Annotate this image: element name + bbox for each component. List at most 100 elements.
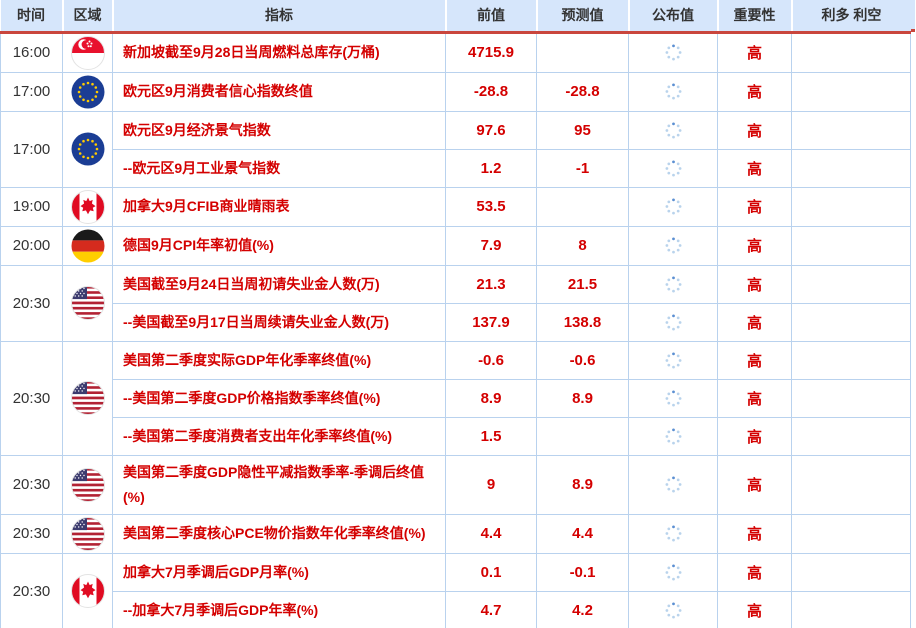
importance-badge: 高 (717, 264, 792, 304)
published-value (628, 31, 718, 73)
indicator-link[interactable]: 美国第二季度GDP隐性平减指数季率-季调后终值(%) (123, 463, 424, 505)
effect-cell (791, 590, 911, 628)
canada-flag-icon (70, 574, 105, 608)
region-cell (62, 225, 113, 266)
indicator-link[interactable]: 美国第二季度实际GDP年化季率终值(%) (123, 351, 372, 368)
time-cell: 20:30 (0, 340, 63, 456)
forecast-value: 8.9 (536, 378, 629, 418)
column-header-previous: 前值 (445, 0, 538, 34)
loading-spinner-icon (665, 160, 681, 176)
effect-cell (791, 186, 911, 227)
loading-spinner-icon (665, 476, 681, 493)
effect-cell (791, 513, 911, 554)
published-value (628, 454, 718, 515)
table-row: --美国第二季度GDP价格指数季率终值(%) 8.9 8.9 高 (1, 378, 911, 418)
loading-spinner-icon (665, 564, 681, 580)
indicator-cell: 美国第二季度GDP隐性平减指数季率-季调后终值(%) (112, 454, 446, 515)
region-cell (62, 264, 113, 342)
region-cell (62, 454, 113, 515)
published-value (628, 71, 718, 112)
indicator-link[interactable]: 欧元区9月消费者信心指数终值 (123, 83, 313, 99)
forecast-value: -0.1 (536, 552, 629, 592)
previous-value: 8.9 (445, 378, 537, 418)
indicator-link[interactable]: 欧元区9月经济景气指数 (123, 121, 271, 138)
indicator-cell: --美国截至9月17日当周续请失业金人数(万) (112, 302, 446, 342)
published-value (628, 416, 718, 456)
indicator-link[interactable]: 加拿大7月季调后GDP月率(%) (123, 563, 309, 580)
column-header-forecast: 预测值 (536, 0, 630, 34)
indicator-link[interactable]: 加拿大9月CFIB商业晴雨表 (123, 198, 290, 214)
table-row: --欧元区9月工业景气指数 1.2 -1 高 (1, 148, 911, 188)
loading-spinner-icon (665, 390, 681, 406)
usa-flag-icon (70, 286, 105, 320)
region-cell (62, 71, 113, 112)
indicator-link[interactable]: --美国截至9月17日当周续请失业金人数(万) (123, 313, 390, 330)
importance-badge: 高 (717, 513, 792, 554)
loading-spinner-icon (665, 276, 681, 292)
table-header: 时间 区域 指标 前值 预测值 公布值 重要性 利多 利空 (0, 0, 911, 34)
indicator-link[interactable]: 新加坡截至9月28日当周燃料总库存(万桶) (123, 44, 380, 60)
effect-cell (791, 264, 911, 304)
importance-badge: 高 (717, 552, 792, 592)
indicator-cell: --加拿大7月季调后GDP年率(%) (112, 590, 446, 628)
loading-spinner-icon (665, 352, 681, 368)
indicator-cell: 欧元区9月消费者信心指数终值 (112, 71, 446, 112)
time-cell: 20:30 (0, 454, 63, 515)
effect-cell (791, 552, 911, 592)
time-cell: 19:00 (0, 186, 63, 227)
table-row: --美国截至9月17日当周续请失业金人数(万) 137.9 138.8 高 (1, 302, 911, 342)
previous-value: 1.2 (445, 148, 537, 188)
time-cell: 20:30 (0, 552, 63, 628)
table-row: 19:00 加拿大9月CFIB商业晴雨表 53.5 高 (0, 186, 911, 227)
importance-badge: 高 (717, 186, 792, 227)
indicator-link[interactable]: --美国第二季度GDP价格指数季率终值(%) (123, 389, 381, 406)
effect-cell (791, 148, 911, 188)
table-row: 20:30 美国第二季度核心PCE物价指数年化季率终值(%) 4.4 4.4 (0, 513, 911, 554)
table-edge-sliver (911, 0, 915, 32)
loading-spinner-icon (665, 602, 681, 618)
effect-cell (791, 110, 911, 150)
indicator-cell: 欧元区9月经济景气指数 (112, 110, 446, 150)
indicator-cell: --美国第二季度GDP价格指数季率终值(%) (112, 378, 446, 418)
loading-spinner-icon (665, 525, 681, 542)
effect-cell (791, 416, 911, 456)
effect-cell (791, 302, 911, 342)
indicator-link[interactable]: --加拿大7月季调后GDP年率(%) (123, 601, 319, 618)
importance-badge: 高 (717, 590, 792, 628)
effect-cell (791, 378, 911, 418)
table-row: 17:00 欧元区9月经济景气指数 97.6 95 高 (0, 110, 911, 188)
time-cell: 20:30 (0, 513, 63, 554)
table-row: 20:00 德国9月CPI年率初值(%) 7.9 8 高 (0, 225, 911, 266)
published-value (628, 378, 718, 418)
published-value (628, 148, 718, 188)
indicator-link[interactable]: --美国第二季度消费者支出年化季率终值(%) (123, 427, 393, 444)
importance-badge: 高 (717, 340, 792, 380)
time-cell: 16:00 (0, 31, 63, 73)
indicator-link[interactable]: 美国截至9月24日当周初请失业金人数(万) (123, 275, 380, 292)
published-value (628, 513, 718, 554)
previous-value: 53.5 (445, 186, 537, 227)
forecast-value (536, 31, 629, 73)
time-cell: 17:00 (0, 71, 63, 112)
published-value (628, 110, 718, 150)
indicator-cell: 新加坡截至9月28日当周燃料总库存(万桶) (112, 31, 446, 73)
time-cell: 20:00 (0, 225, 63, 266)
loading-spinner-icon (665, 198, 681, 215)
table-row: --加拿大7月季调后GDP年率(%) 4.7 4.2 高 (1, 590, 911, 628)
previous-value: 137.9 (445, 302, 537, 342)
indicator-link[interactable]: 德国9月CPI年率初值(%) (123, 237, 274, 253)
region-cell (62, 31, 113, 73)
indicator-cell: 美国截至9月24日当周初请失业金人数(万) (112, 264, 446, 304)
indicator-link[interactable]: --欧元区9月工业景气指数 (123, 159, 281, 176)
forecast-value: 4.2 (536, 590, 629, 628)
importance-badge: 高 (717, 71, 792, 112)
singapore-flag-icon (70, 35, 105, 70)
indicator-link[interactable]: 美国第二季度核心PCE物价指数年化季率终值(%) (123, 525, 426, 541)
forecast-value: 138.8 (536, 302, 629, 342)
column-header-importance: 重要性 (717, 0, 793, 34)
previous-value: 7.9 (445, 225, 537, 266)
forecast-value: 4.4 (536, 513, 629, 554)
column-header-time: 时间 (0, 0, 64, 34)
